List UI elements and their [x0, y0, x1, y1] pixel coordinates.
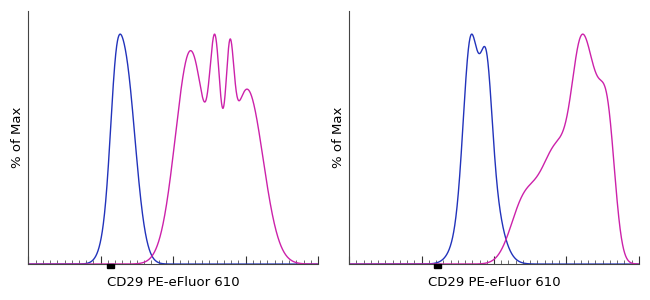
- Bar: [434, 264, 441, 268]
- Y-axis label: % of Max: % of Max: [332, 107, 345, 168]
- Bar: [107, 264, 114, 268]
- X-axis label: CD29 PE-eFluor 610: CD29 PE-eFluor 610: [428, 276, 560, 289]
- X-axis label: CD29 PE-eFluor 610: CD29 PE-eFluor 610: [107, 276, 239, 289]
- Y-axis label: % of Max: % of Max: [11, 107, 24, 168]
